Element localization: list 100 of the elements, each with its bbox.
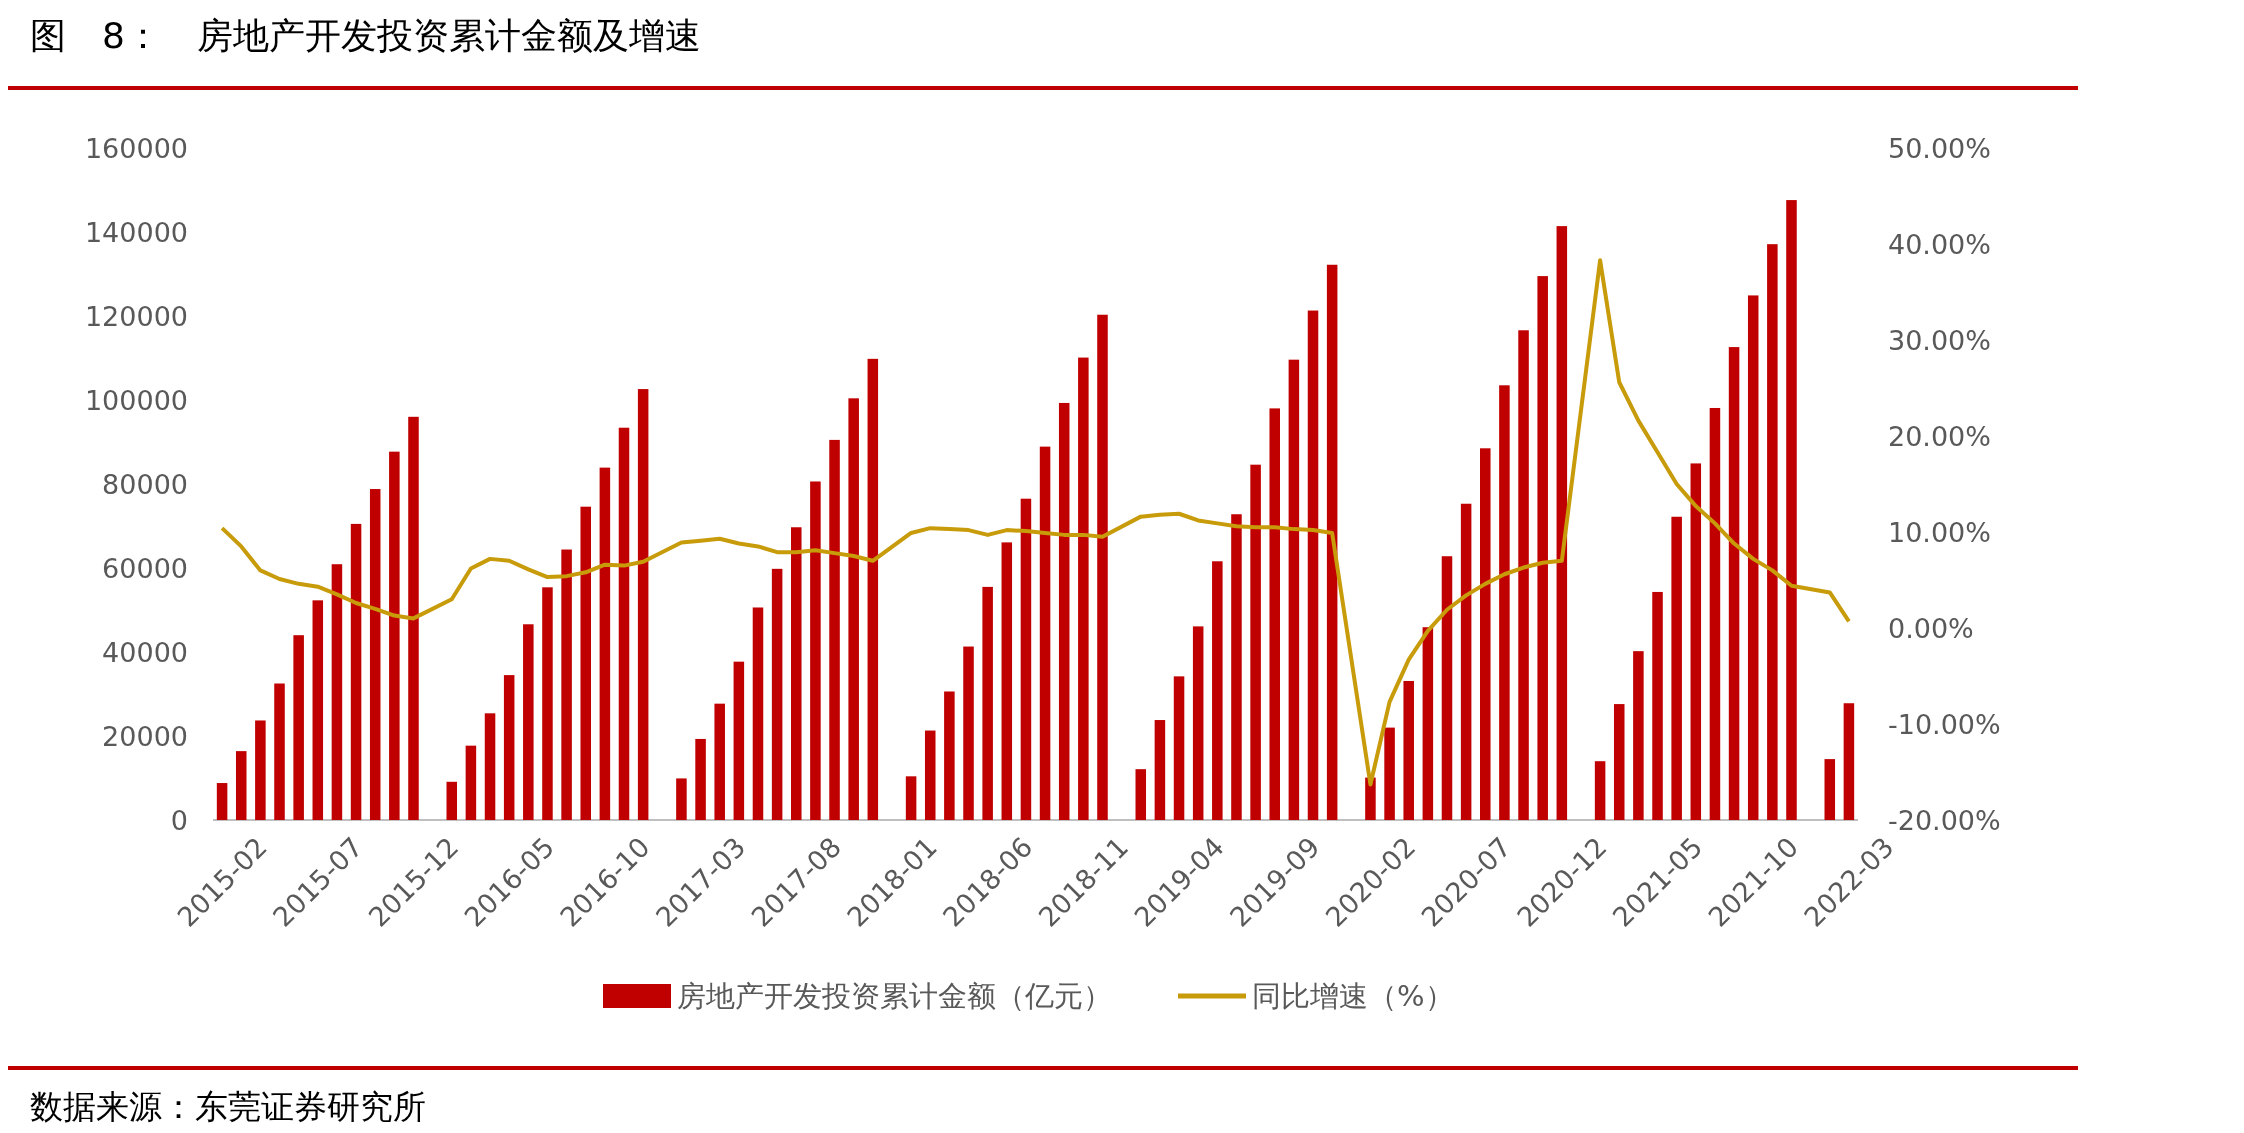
y-tick-label: 40000 [102, 636, 188, 668]
bar [274, 683, 285, 820]
bar [1709, 407, 1721, 820]
y2-tick-label: 40.00% [1888, 228, 1991, 260]
bar [618, 427, 630, 820]
bar [771, 568, 783, 820]
bar [523, 624, 534, 820]
y2-tick-label: 0.00% [1888, 612, 1974, 644]
bar [1556, 226, 1568, 820]
legend-label: 房地产开发投资累计金额（亿元） [677, 979, 1112, 1013]
bar [1499, 385, 1510, 820]
bar [1747, 295, 1759, 820]
y-tick-label: 20000 [102, 720, 188, 752]
bar [810, 481, 821, 820]
bar [1192, 626, 1204, 820]
bar [963, 646, 974, 820]
bar [408, 416, 419, 820]
bar [714, 703, 725, 820]
bar [331, 564, 343, 820]
bar [867, 358, 879, 820]
bar [1767, 244, 1778, 820]
bar [446, 781, 458, 820]
bar [1480, 448, 1491, 820]
bar [1652, 591, 1663, 820]
y-tick-label: 160000 [84, 132, 188, 164]
y2-tick-label: 20.00% [1888, 420, 1991, 452]
bar [561, 549, 572, 820]
bar [1212, 561, 1223, 820]
bar [1824, 759, 1836, 820]
bar [733, 661, 745, 820]
bar [1078, 357, 1089, 820]
bar [1441, 556, 1453, 820]
y-tick-label: 100000 [84, 384, 188, 416]
bar [1537, 276, 1548, 820]
y-tick-label: 60000 [102, 552, 188, 584]
bar [848, 398, 859, 820]
source-note: 数据来源：东莞证券研究所 [30, 1087, 426, 1126]
y2-tick-label: 30.00% [1888, 324, 1991, 356]
bar [829, 439, 840, 820]
bar [1307, 310, 1319, 820]
bar [1728, 347, 1740, 820]
bar [1365, 777, 1376, 820]
bar [1250, 464, 1261, 820]
bar [235, 751, 247, 820]
bar [982, 586, 993, 820]
bar [1384, 727, 1395, 820]
bar [1269, 408, 1280, 820]
bar [503, 675, 515, 820]
bar [752, 607, 764, 820]
bar [1690, 463, 1702, 820]
y-tick-label: 120000 [84, 300, 188, 332]
bar [924, 730, 936, 820]
bar [944, 691, 955, 820]
y2-tick-label: -10.00% [1888, 708, 2001, 740]
bar [791, 527, 802, 820]
bar [1594, 761, 1606, 820]
legend-label: 同比增速（%） [1252, 979, 1454, 1013]
y-tick-label: 80000 [102, 468, 188, 500]
bar [599, 467, 611, 820]
bar [1173, 676, 1185, 820]
bar [255, 720, 266, 820]
bar [1039, 446, 1051, 820]
bar [389, 451, 400, 820]
bar [1518, 330, 1529, 820]
y2-tick-label: 50.00% [1888, 132, 1991, 164]
bar [1843, 703, 1855, 820]
bar [580, 506, 591, 820]
bar [293, 635, 304, 820]
bar [1613, 704, 1625, 820]
bar [1058, 402, 1070, 820]
bar [1020, 498, 1032, 820]
bar [1001, 542, 1013, 820]
bar [1097, 314, 1108, 820]
bar [695, 738, 706, 820]
bar [1786, 200, 1797, 820]
chart-title: 图 8： 房地产开发投资累计金额及增速 [30, 15, 701, 56]
bar [1422, 627, 1434, 820]
bar [1671, 516, 1682, 820]
bar [905, 776, 917, 820]
bar [1135, 769, 1147, 820]
line-series [220, 258, 1851, 787]
y2-tick-label: -20.00% [1888, 804, 2001, 836]
bar [542, 587, 553, 820]
bar [216, 783, 228, 820]
y-tick-label: 140000 [84, 216, 188, 248]
y-tick-label: 0 [170, 804, 188, 836]
bar [637, 389, 649, 820]
bar [369, 489, 381, 820]
y2-tick-label: 10.00% [1888, 516, 1991, 548]
bar [1403, 680, 1414, 820]
bar [1231, 514, 1242, 820]
bar [1460, 503, 1472, 820]
bar [1633, 651, 1644, 820]
bar [1288, 359, 1300, 820]
bar [350, 523, 362, 820]
bar [1154, 720, 1166, 820]
bar [465, 745, 477, 820]
bar [676, 778, 687, 820]
bar [484, 713, 496, 820]
bar [312, 600, 324, 820]
